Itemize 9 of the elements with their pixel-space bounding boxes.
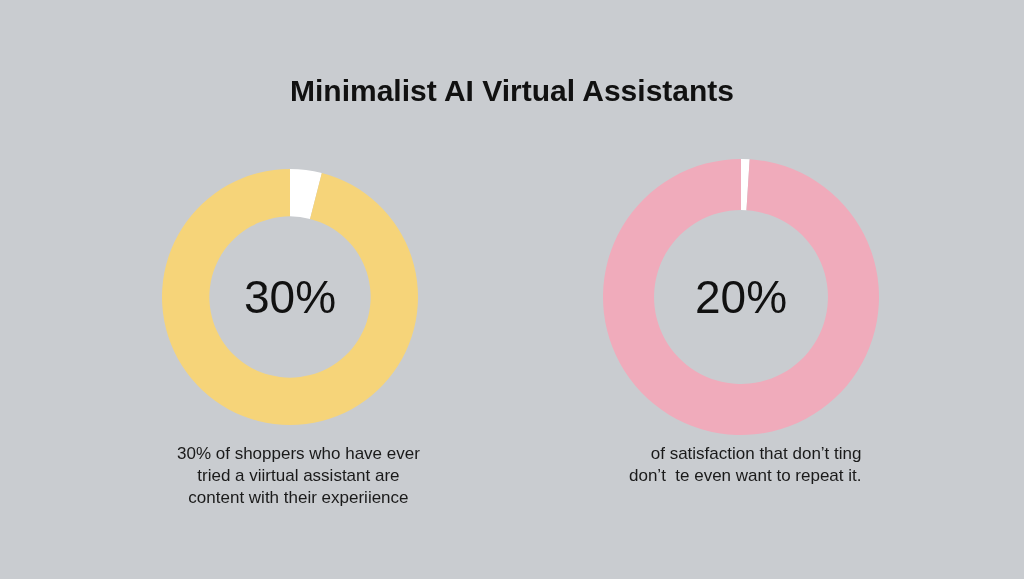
donut-slice: [290, 169, 322, 219]
donut-slice: [603, 159, 879, 435]
donut-slice: [162, 169, 418, 425]
text: Minimalist AI Virtual Assistants: [289, 73, 735, 107]
donut-slice: [741, 159, 750, 211]
text: 30%: [244, 271, 337, 323]
text: 20%: [695, 271, 788, 323]
text: of satisfaction that don’t ting don’t te even want to repeat it.: [629, 444, 862, 486]
text: 30% of shoppers who have ever tried a viirtual assistant are content with their experiience: [177, 444, 421, 508]
